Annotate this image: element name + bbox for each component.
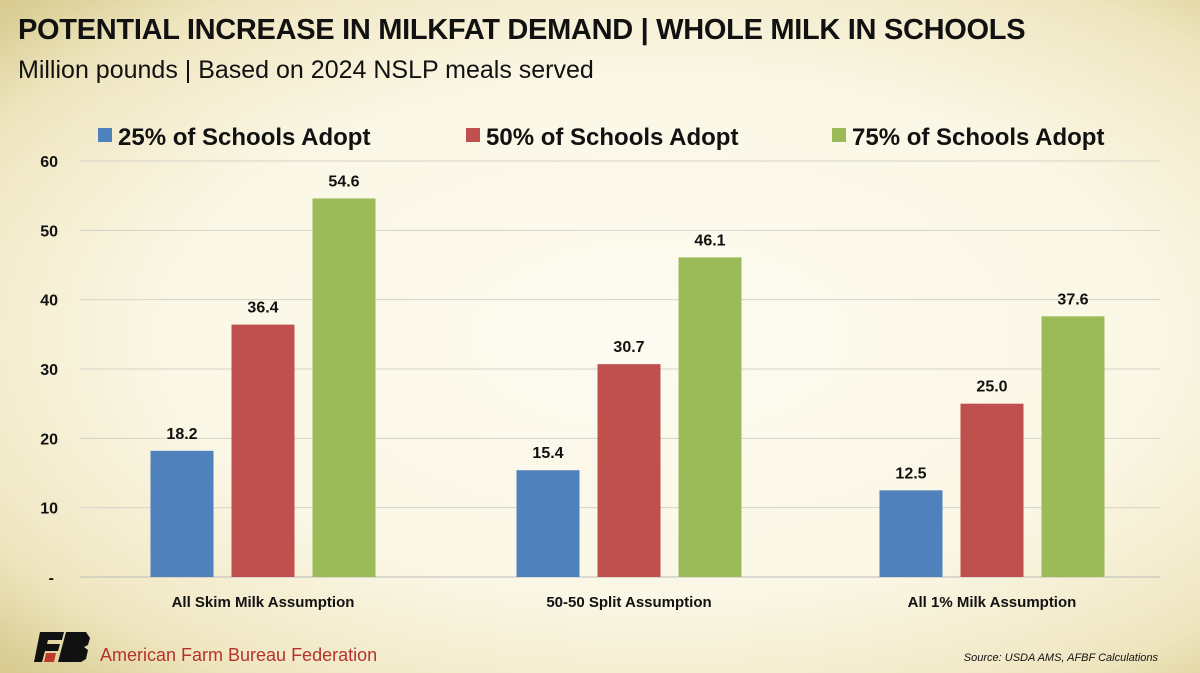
x-tick-label: 50-50 Split Assumption (546, 594, 711, 611)
y-tick-label: - (49, 570, 54, 587)
y-tick-label: 20 (40, 431, 58, 448)
chart-subtitle: Million pounds | Based on 2024 NSLP meal… (18, 56, 594, 84)
organization-name: American Farm Bureau Federation (100, 645, 378, 665)
legend-swatch (98, 128, 112, 142)
data-label: 15.4 (532, 445, 563, 462)
bar (312, 198, 376, 577)
y-tick-label: 10 (40, 501, 58, 518)
bar (516, 470, 580, 577)
data-label: 18.2 (166, 426, 197, 443)
data-label: 37.6 (1057, 291, 1088, 308)
bar (960, 403, 1024, 577)
x-tick-label: All Skim Milk Assumption (172, 594, 355, 611)
legend-swatch (466, 128, 480, 142)
data-label: 54.6 (328, 173, 359, 190)
y-tick-label: 50 (40, 223, 58, 240)
bar (231, 324, 295, 577)
data-label: 25.0 (976, 379, 1007, 396)
bar (597, 364, 661, 577)
data-label: 46.1 (694, 232, 725, 249)
chart-title: POTENTIAL INCREASE IN MILKFAT DEMAND | W… (18, 14, 1026, 46)
afbf-logo (34, 632, 90, 667)
y-tick-label: 40 (40, 293, 58, 310)
legend-label: 75% of Schools Adopt (852, 124, 1104, 151)
source-note: Source: USDA AMS, AFBF Calculations (963, 652, 1158, 664)
bar (678, 257, 742, 577)
data-label: 36.4 (247, 300, 278, 317)
legend-label: 50% of Schools Adopt (486, 124, 738, 151)
bar (1041, 316, 1105, 577)
legend-swatch (832, 128, 846, 142)
legend-label: 25% of Schools Adopt (118, 124, 370, 151)
x-tick-label: All 1% Milk Assumption (908, 594, 1077, 611)
data-label: 30.7 (613, 339, 644, 356)
y-tick-label: 30 (40, 362, 58, 379)
y-tick-label: 60 (40, 154, 58, 171)
bar (150, 450, 214, 577)
bar (879, 490, 943, 577)
data-label: 12.5 (895, 465, 926, 482)
